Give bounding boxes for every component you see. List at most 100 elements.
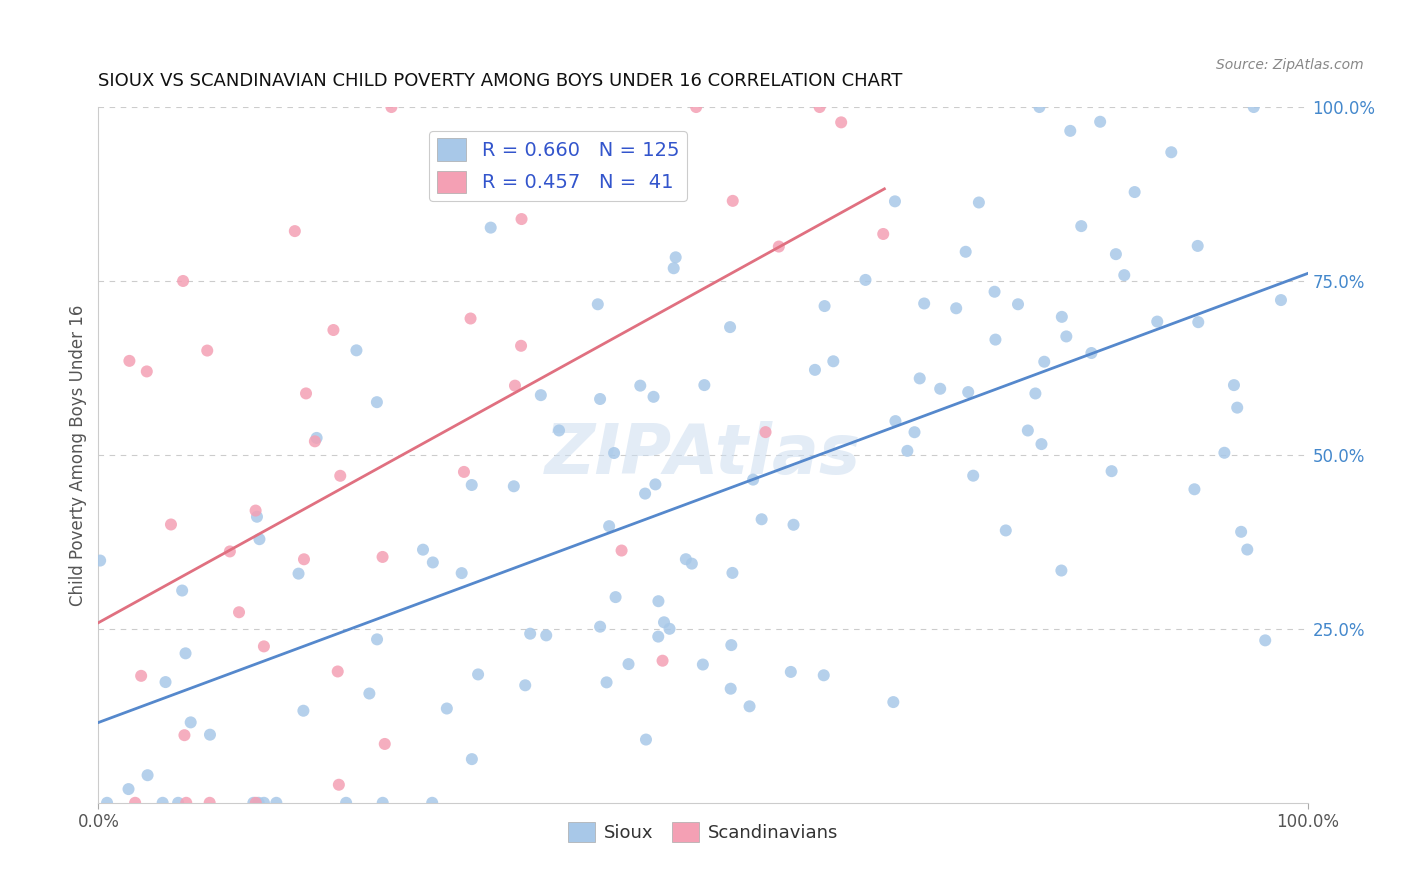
Point <box>329 468 352 483</box>
Point <box>855 273 877 287</box>
Point <box>884 414 907 428</box>
Point <box>685 100 707 114</box>
Point <box>692 657 714 672</box>
Point <box>536 628 558 642</box>
Point <box>420 796 443 810</box>
Point <box>1007 297 1029 311</box>
Point <box>218 544 240 558</box>
Point <box>808 100 831 114</box>
Point <box>1105 247 1128 261</box>
Point <box>1223 378 1246 392</box>
Point <box>152 796 174 810</box>
Point <box>813 299 835 313</box>
Point <box>634 732 657 747</box>
Point <box>304 434 326 449</box>
Legend: Sioux, Scandinavians: Sioux, Scandinavians <box>561 815 845 849</box>
Point <box>366 395 388 409</box>
Point <box>502 479 524 493</box>
Point <box>305 431 328 445</box>
Point <box>292 552 315 566</box>
Point <box>896 443 918 458</box>
Point <box>651 654 673 668</box>
Point <box>118 354 141 368</box>
Point <box>610 543 633 558</box>
Point <box>253 796 276 810</box>
Point <box>634 486 657 500</box>
Point <box>335 796 357 810</box>
Point <box>371 549 394 564</box>
Point <box>1017 424 1039 438</box>
Point <box>1187 239 1209 253</box>
Point <box>665 250 688 264</box>
Point <box>908 371 931 385</box>
Point <box>479 220 502 235</box>
Point <box>813 668 835 682</box>
Point <box>548 424 571 438</box>
Point <box>129 669 152 683</box>
Point <box>174 646 197 660</box>
Point <box>1033 355 1056 369</box>
Point <box>436 701 458 715</box>
Point <box>1088 114 1111 128</box>
Point <box>912 296 935 310</box>
Point <box>510 339 533 353</box>
Point <box>246 509 269 524</box>
Point <box>754 425 776 439</box>
Point <box>450 566 472 580</box>
Point <box>1184 483 1206 497</box>
Point <box>955 244 977 259</box>
Point <box>198 796 221 810</box>
Point <box>658 622 681 636</box>
Point <box>693 378 716 392</box>
Point <box>515 678 537 692</box>
Point <box>326 665 349 679</box>
Point <box>374 737 396 751</box>
Point <box>644 477 666 491</box>
Point <box>681 557 703 571</box>
Point <box>779 665 801 679</box>
Text: SIOUX VS SCANDINAVIAN CHILD POVERTY AMONG BOYS UNDER 16 CORRELATION CHART: SIOUX VS SCANDINAVIAN CHILD POVERTY AMON… <box>98 72 903 90</box>
Point <box>195 343 218 358</box>
Point <box>96 796 118 810</box>
Point <box>617 657 640 672</box>
Point <box>284 224 307 238</box>
Point <box>994 524 1017 538</box>
Point <box>155 675 177 690</box>
Point <box>628 378 651 392</box>
Point <box>228 605 250 619</box>
Point <box>720 681 742 696</box>
Point <box>461 752 484 766</box>
Point <box>467 667 489 681</box>
Point <box>721 194 744 208</box>
Point <box>721 566 744 580</box>
Point <box>461 478 484 492</box>
Point <box>675 552 697 566</box>
Point <box>647 594 669 608</box>
Point <box>884 194 907 209</box>
Point <box>804 363 827 377</box>
Point <box>89 553 111 567</box>
Point <box>510 212 533 227</box>
Point <box>366 632 388 647</box>
Point <box>292 704 315 718</box>
Point <box>287 566 309 581</box>
Y-axis label: Child Poverty Among Boys Under 16: Child Poverty Among Boys Under 16 <box>69 304 87 606</box>
Point <box>460 311 482 326</box>
Point <box>242 796 264 810</box>
Point <box>647 630 669 644</box>
Point <box>1270 293 1292 307</box>
Point <box>872 227 894 241</box>
Point <box>957 385 980 400</box>
Point <box>1187 315 1209 329</box>
Point <box>643 390 665 404</box>
Point <box>503 378 526 392</box>
Point <box>718 320 741 334</box>
Point <box>830 115 852 129</box>
Point <box>603 446 626 460</box>
Point <box>136 768 159 782</box>
Point <box>117 782 139 797</box>
Text: ZIPAtlas: ZIPAtlas <box>546 421 860 489</box>
Point <box>412 542 434 557</box>
Point <box>1101 464 1123 478</box>
Point <box>1024 386 1046 401</box>
